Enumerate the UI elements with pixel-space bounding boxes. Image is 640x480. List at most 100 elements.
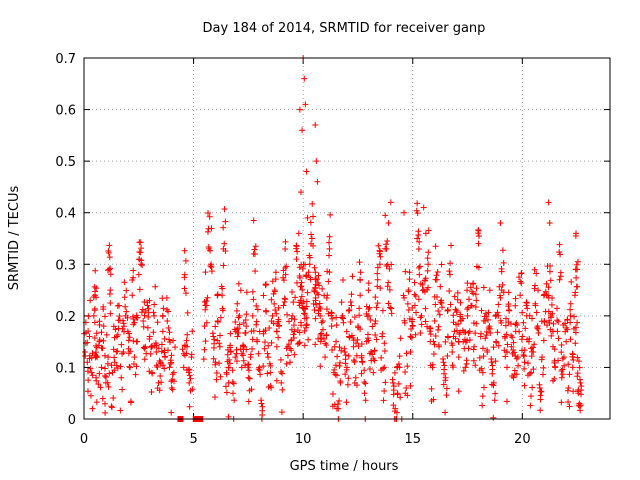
data-point [567, 312, 574, 319]
data-point [326, 233, 333, 240]
data-point [513, 355, 520, 362]
data-point [172, 344, 179, 351]
data-point [170, 378, 177, 385]
data-point [237, 287, 244, 294]
data-point [270, 320, 277, 327]
data-point [303, 314, 310, 321]
data-point [106, 266, 113, 273]
data-point [388, 261, 395, 268]
data-point [531, 266, 538, 273]
data-point [578, 383, 585, 390]
data-point [496, 283, 503, 290]
data-point [322, 354, 329, 361]
data-point [277, 368, 284, 375]
data-point [528, 348, 535, 355]
data-point [572, 266, 579, 273]
data-point [100, 306, 107, 313]
data-point [140, 323, 147, 330]
data-point [489, 370, 496, 377]
data-point [385, 279, 392, 286]
data-point [573, 274, 580, 281]
data-point [189, 328, 196, 335]
data-point [304, 289, 311, 296]
data-point [153, 348, 160, 355]
data-point [432, 276, 439, 283]
data-point [520, 319, 527, 326]
data-point [338, 314, 345, 321]
data-point [92, 342, 99, 349]
data-point [350, 343, 357, 350]
data-point [114, 348, 121, 355]
y-tick-label: 0.3 [55, 258, 76, 273]
data-point [492, 358, 499, 365]
data-point [216, 360, 223, 367]
data-point [123, 287, 130, 294]
data-point [179, 346, 186, 353]
data-point [103, 373, 110, 380]
data-point [443, 385, 450, 392]
data-point [382, 379, 389, 386]
data-point [464, 312, 471, 319]
data-point [572, 324, 579, 331]
data-point [203, 319, 210, 326]
data-point [156, 387, 163, 394]
data-point [381, 364, 388, 371]
data-point [129, 276, 136, 283]
data-point [86, 333, 93, 340]
data-point [503, 315, 510, 322]
data-point [282, 296, 289, 303]
data-point [415, 231, 422, 238]
data-point [447, 301, 454, 308]
data-point [567, 336, 574, 343]
data-point [148, 389, 155, 396]
data-point [278, 409, 285, 416]
data-point [358, 340, 365, 347]
data-point [490, 382, 497, 389]
data-point [334, 353, 341, 360]
data-point [315, 279, 322, 286]
data-point [320, 335, 327, 342]
data-point [121, 294, 128, 301]
data-point [204, 228, 211, 235]
data-point [298, 322, 305, 329]
data-point [381, 347, 388, 354]
data-point [435, 326, 442, 333]
data-point [455, 354, 462, 361]
data-point [343, 366, 350, 373]
data-point [369, 323, 376, 330]
data-point [301, 327, 308, 334]
data-point [93, 285, 100, 292]
data-point [84, 339, 91, 346]
data-point [258, 397, 265, 404]
data-point [542, 288, 549, 295]
data-point [93, 399, 100, 406]
data-point [93, 377, 100, 384]
data-point [567, 300, 574, 307]
data-point [305, 336, 312, 343]
data-point [377, 285, 384, 292]
data-point [492, 390, 499, 397]
data-point [409, 304, 416, 311]
data-point [380, 365, 387, 372]
data-point [238, 364, 245, 371]
data-point [522, 325, 529, 332]
data-point [104, 360, 111, 367]
data-point [250, 250, 257, 257]
data-point [442, 338, 449, 345]
data-point [133, 363, 140, 370]
data-point [92, 349, 99, 356]
data-point [126, 363, 133, 370]
data-point [466, 336, 473, 343]
data-point [119, 350, 126, 357]
data-point [303, 168, 310, 175]
data-point [497, 220, 504, 227]
data-point [396, 353, 403, 360]
data-point [282, 271, 289, 278]
data-point [217, 314, 224, 321]
data-point [227, 348, 234, 355]
data-point [570, 356, 577, 363]
data-point [551, 346, 558, 353]
data-point [512, 352, 519, 359]
data-point [297, 189, 304, 196]
data-point [551, 375, 558, 382]
